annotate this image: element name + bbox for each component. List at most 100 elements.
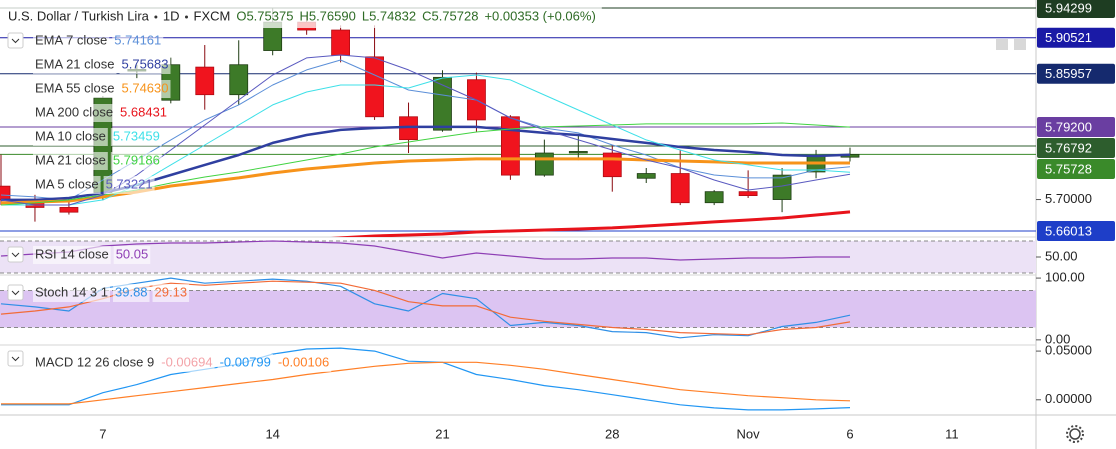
- legend-value: 5.68431: [120, 104, 167, 119]
- legend-name: MA 5 close: [35, 176, 99, 191]
- legend-value: 5.74161: [114, 32, 161, 47]
- pane: [1, 347, 851, 411]
- price-tag: [1037, 117, 1115, 138]
- price-tag-label: 5.76792: [1045, 140, 1092, 155]
- header-text: C5.75728: [422, 8, 478, 23]
- legend-item: MACD 12 26 close 9 -0.00694 -0.00799 -0.001…: [33, 354, 332, 372]
- candle-body: [636, 173, 656, 179]
- legend-bg: [152, 284, 190, 302]
- candle-body: [195, 66, 215, 96]
- candle-body: [704, 191, 724, 204]
- legend-item: EMA 7 close 5.74161: [33, 32, 164, 50]
- header-text: H5.76590: [299, 8, 355, 23]
- pane: [0, 240, 1036, 274]
- legend-name: Stoch 14 3 1: [35, 284, 108, 299]
- price-tag-label: 5.85957: [1045, 66, 1092, 81]
- price-tag: [1037, 0, 1115, 18]
- header-text: FXCM: [194, 8, 231, 23]
- legend-bg: [33, 104, 116, 122]
- y-tick-label: 5.70000: [1045, 191, 1092, 206]
- toolbar-button[interactable]: [996, 39, 1008, 50]
- candle-body: [229, 64, 249, 96]
- x-tick-label: 28: [605, 426, 619, 441]
- header-text: 1D: [163, 8, 180, 23]
- legend-bg: [110, 152, 162, 170]
- legend-bg: [33, 354, 157, 372]
- legend-item: RSI 14 close 50.05: [33, 246, 151, 264]
- legend-bg: [33, 246, 111, 264]
- gear-icon: [1069, 428, 1081, 440]
- y-tick-label: 0.00: [1045, 331, 1070, 346]
- toolbar-button[interactable]: [1014, 39, 1026, 50]
- legend-bg: [119, 80, 171, 98]
- legend-toggles: [7, 32, 24, 367]
- legend-item: MA 5 close 5.73221: [33, 176, 155, 194]
- chevron: [11, 356, 20, 362]
- x-tick-label: 11: [945, 426, 959, 441]
- candle-body: [568, 151, 588, 154]
- legend-bg: [33, 284, 110, 302]
- legend-bg: [33, 80, 117, 98]
- header-text: L5.74832: [362, 8, 416, 23]
- legend-toggle[interactable]: [7, 350, 24, 367]
- x-tick-label: 21: [435, 426, 449, 441]
- legend-toggle[interactable]: [7, 32, 24, 49]
- legend-bg: [113, 246, 151, 264]
- candle-body: [602, 152, 622, 178]
- price-tag: [1037, 138, 1115, 159]
- legend-value: 29.13: [155, 284, 188, 299]
- series-line: [1, 361, 851, 405]
- toggle-box: [7, 246, 24, 263]
- legend-value: 39.88: [115, 284, 148, 299]
- legend-name: EMA 7 close: [35, 32, 107, 47]
- legend-item: EMA 21 close 5.75683: [33, 56, 171, 74]
- legend-bg: [118, 104, 170, 122]
- y-tick-label: 100.00: [1045, 270, 1085, 285]
- chevron: [11, 38, 20, 44]
- x-tick-label: Nov: [737, 426, 761, 441]
- legend-bg: [33, 56, 117, 74]
- header-bg: [0, 6, 602, 28]
- candle-body: [365, 56, 384, 118]
- candle-body: [534, 152, 554, 176]
- legend-value: 5.73221: [106, 176, 153, 191]
- candle-body: [433, 76, 452, 131]
- legend-bg: [159, 354, 215, 372]
- x-tick-label: 14: [265, 426, 279, 441]
- legend-bg: [33, 128, 108, 146]
- settings-button[interactable]: [1066, 425, 1084, 443]
- legend-name: EMA 21 close: [35, 56, 115, 71]
- y-tick-label: 0.00000: [1045, 391, 1092, 406]
- legend-bg: [217, 354, 273, 372]
- series-line: [1, 347, 851, 411]
- legend-bg: [275, 354, 332, 372]
- series-line: [0, 240, 850, 261]
- x-tick-label: 7: [99, 426, 106, 441]
- legend-item: MA 21 close 5.79186: [33, 152, 162, 170]
- price-tag: [1037, 27, 1115, 48]
- header-text: O5.75375: [236, 8, 293, 23]
- price-tag-label: 5.66013: [1045, 223, 1092, 238]
- legend-bg: [112, 32, 164, 50]
- legend-value: -0.00106: [278, 354, 329, 369]
- price-tag: [1037, 63, 1115, 84]
- legend-value: -0.00799: [220, 354, 271, 369]
- legend-name: MACD 12 26 close 9: [35, 354, 154, 369]
- legend-value: 5.73459: [113, 128, 160, 143]
- candle-body: [500, 116, 520, 176]
- legend-toggle[interactable]: [7, 284, 24, 301]
- series-line: [0, 54, 851, 206]
- legend-toggle[interactable]: [7, 246, 24, 263]
- candle-body: [738, 191, 758, 197]
- chevron: [11, 290, 20, 296]
- candle-body: [59, 207, 79, 213]
- legend-value: 5.79186: [113, 152, 160, 167]
- legend-name: RSI 14 close: [35, 246, 109, 261]
- price-tag-label: 5.90521: [1045, 30, 1092, 45]
- legend-value: -0.00694: [161, 354, 212, 369]
- toggle-box: [7, 350, 24, 367]
